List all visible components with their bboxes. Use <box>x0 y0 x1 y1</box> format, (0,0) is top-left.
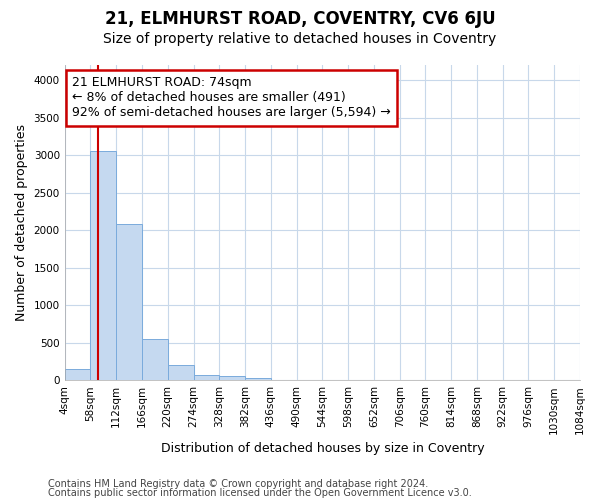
Text: 21, ELMHURST ROAD, COVENTRY, CV6 6JU: 21, ELMHURST ROAD, COVENTRY, CV6 6JU <box>104 10 496 28</box>
Text: Contains public sector information licensed under the Open Government Licence v3: Contains public sector information licen… <box>48 488 472 498</box>
Text: Size of property relative to detached houses in Coventry: Size of property relative to detached ho… <box>103 32 497 46</box>
Bar <box>193 374 219 380</box>
Bar <box>219 376 245 380</box>
Bar <box>168 365 193 380</box>
Bar <box>65 369 91 380</box>
Bar <box>116 224 142 380</box>
Bar <box>245 378 271 380</box>
Bar <box>142 339 168 380</box>
Text: 21 ELMHURST ROAD: 74sqm
← 8% of detached houses are smaller (491)
92% of semi-de: 21 ELMHURST ROAD: 74sqm ← 8% of detached… <box>73 76 391 120</box>
Text: Contains HM Land Registry data © Crown copyright and database right 2024.: Contains HM Land Registry data © Crown c… <box>48 479 428 489</box>
Bar <box>91 152 116 380</box>
X-axis label: Distribution of detached houses by size in Coventry: Distribution of detached houses by size … <box>161 442 484 455</box>
Y-axis label: Number of detached properties: Number of detached properties <box>15 124 28 321</box>
